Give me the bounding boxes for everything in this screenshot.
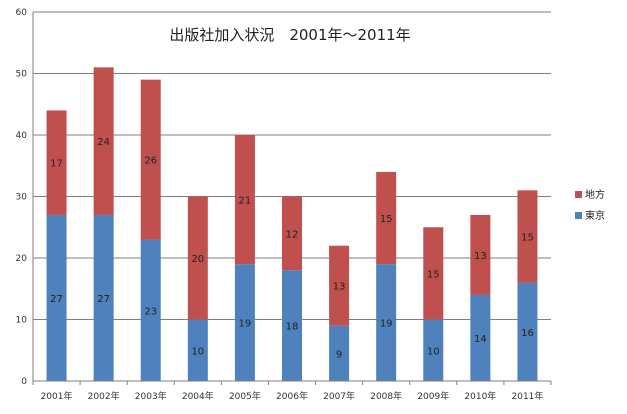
bar-segment	[140, 79, 161, 240]
y-tick-label: 20	[16, 254, 28, 264]
x-tick-label: 2004年	[182, 390, 214, 402]
x-tick-label: 2009年	[417, 390, 449, 402]
bar-segment	[140, 239, 161, 381]
y-tick-label: 60	[16, 8, 28, 18]
axes: 0 10 20 30 40 50 60 2001年 2002年 2003年 2004年 2005年 20…	[16, 8, 552, 402]
data-label: 16	[521, 328, 534, 339]
legend-swatch	[575, 212, 582, 219]
bar-segment	[423, 227, 444, 320]
bar-segment	[470, 214, 491, 295]
legend-label: 地方	[585, 188, 605, 201]
y-tick-label: 30	[16, 193, 28, 203]
x-tick-label: 2005年	[229, 390, 261, 402]
data-label: 15	[380, 214, 393, 225]
bar-segment	[187, 319, 208, 381]
bar-segment	[187, 196, 208, 320]
x-tick-label: 2010年	[464, 390, 496, 402]
data-label: 9	[336, 349, 342, 360]
y-tick-label: 0	[21, 377, 27, 387]
chart-title: 出版社加入状況 2001年～2011年	[169, 26, 410, 44]
x-tick-label: 2003年	[135, 390, 167, 402]
data-label: 23	[144, 306, 157, 317]
bars: 27 17 27 24 23 26 10 20 19 21 18 12 9 13 19 15 10 15 14 13 1…	[46, 67, 538, 381]
bar-segment	[423, 319, 444, 381]
x-tick-label: 2001年	[41, 390, 73, 402]
x-tick-label: 2011年	[512, 390, 544, 402]
bar-segment	[517, 282, 538, 381]
data-label: 24	[97, 137, 110, 148]
bar-segment	[376, 171, 397, 265]
x-tick-label: 2002年	[88, 390, 120, 402]
data-label: 13	[474, 251, 487, 262]
bar-segment	[234, 264, 255, 381]
bar-segment	[234, 135, 255, 265]
x-tick-label: 2008年	[370, 390, 402, 402]
x-tick-label: 2006年	[276, 390, 308, 402]
bar-segment	[329, 325, 350, 381]
y-tick-label: 10	[16, 316, 28, 326]
bar-segment	[470, 294, 491, 381]
data-label: 20	[191, 254, 204, 265]
data-label: 15	[521, 232, 534, 243]
data-label: 18	[286, 322, 299, 333]
legend-swatch	[575, 191, 582, 198]
bar-segment	[93, 67, 114, 215]
data-label: 27	[50, 294, 63, 305]
bar-segment	[517, 190, 538, 283]
data-label: 19	[239, 319, 252, 330]
bar-segment	[329, 245, 350, 326]
x-tick-label: 2007年	[323, 390, 355, 402]
bar-segment	[282, 196, 302, 271]
data-label: 12	[286, 229, 299, 240]
data-label: 17	[50, 159, 63, 170]
data-label: 21	[239, 196, 252, 207]
bar-segment	[282, 270, 302, 381]
y-tick-label: 50	[16, 70, 28, 80]
legend-label: 東京	[585, 209, 605, 222]
data-label: 10	[427, 346, 440, 357]
bar-segment	[93, 214, 114, 381]
data-label: 13	[333, 282, 346, 293]
data-label: 10	[191, 346, 204, 357]
data-label: 26	[144, 156, 157, 167]
data-label: 19	[380, 319, 393, 330]
bar-segment	[376, 264, 397, 381]
bar-segment	[46, 214, 67, 381]
data-label: 15	[427, 269, 440, 280]
y-tick-label: 40	[16, 131, 28, 141]
data-label: 27	[97, 294, 110, 305]
bar-segment	[46, 110, 67, 215]
data-label: 14	[474, 334, 487, 345]
